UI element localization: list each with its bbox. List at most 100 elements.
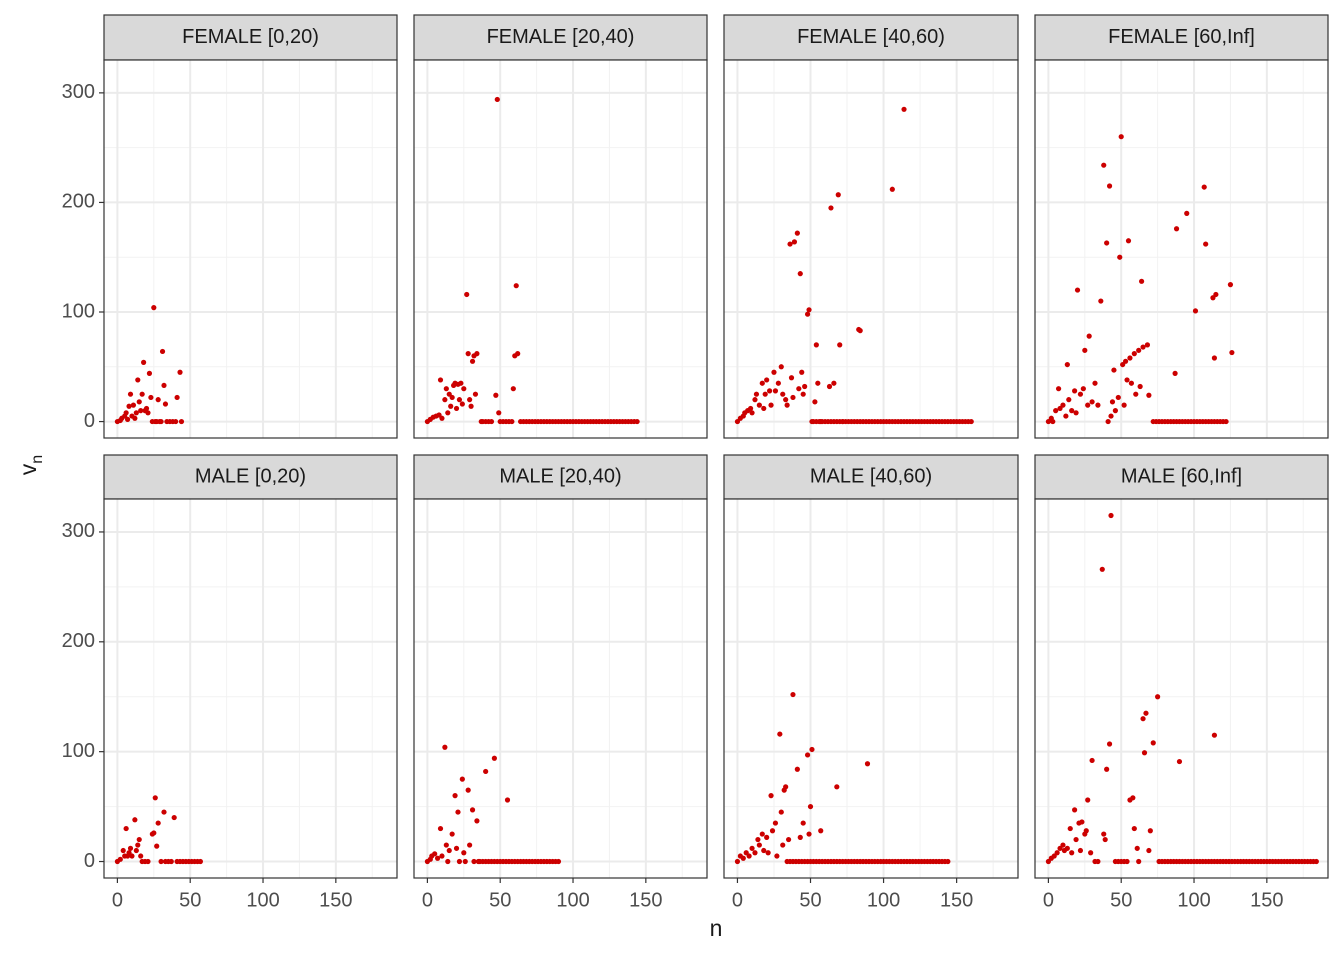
point [813,342,819,348]
point [753,391,760,397]
point [442,397,448,403]
point [812,399,818,405]
point [493,392,499,398]
point [778,364,784,370]
point [158,858,164,865]
x-tick-label: 50 [489,889,511,911]
point [799,369,805,375]
point [449,394,455,401]
point [740,855,746,861]
strip-label: FEMALE [40,60) [797,26,945,48]
point [123,410,129,416]
point [496,410,502,416]
point [1069,850,1075,856]
point [145,410,151,416]
point [1099,566,1105,572]
point [784,402,790,408]
panel-background [724,499,1018,878]
point [756,842,762,848]
point [1146,847,1152,854]
point [1077,391,1084,397]
point [448,403,454,409]
point [1067,825,1073,832]
point [1089,757,1095,764]
x-tick-label: 0 [422,889,433,911]
point [1176,758,1183,765]
point [1072,388,1078,394]
strip-label: FEMALE [60,Inf] [1108,26,1255,48]
point [1060,402,1066,408]
point [509,418,515,425]
point [826,383,833,390]
point [1131,825,1137,832]
point [469,358,476,364]
x-tick-label: 150 [1250,889,1283,911]
y-tick-label: 200 [62,191,95,213]
x-tick-label: 0 [1043,889,1054,911]
point [1079,819,1085,825]
point [143,405,150,412]
point [453,405,460,412]
panel-background [1035,60,1328,438]
point [772,820,779,826]
point [857,328,863,334]
point [129,853,135,859]
point [1117,254,1123,260]
point [152,795,158,801]
point [504,797,511,803]
strip [413,14,708,61]
x-tick-label: 100 [246,889,279,911]
x-tick-label: 0 [732,889,743,911]
point [145,858,151,865]
point [1140,716,1146,722]
point [459,401,465,407]
point [469,807,476,813]
point [1064,361,1070,368]
x-tick-label: 150 [940,889,973,911]
point [634,418,640,425]
point [794,230,800,236]
point [472,391,479,397]
point [806,307,812,313]
x-tick-label: 0 [112,889,123,911]
point [1095,858,1101,865]
point [445,410,451,416]
panel-border [1034,498,1329,879]
point [1102,836,1108,843]
point [151,830,157,836]
point [126,403,132,409]
point [174,394,180,401]
strip-label: MALE [60,Inf] [1121,465,1242,487]
point [901,106,907,112]
point [1121,402,1127,408]
point [804,311,811,317]
point [1055,386,1062,392]
point [148,394,154,401]
point [1063,413,1069,419]
point [790,394,796,401]
point [467,397,473,403]
point [1073,410,1079,416]
point [138,853,144,859]
point [136,399,142,405]
point [117,856,123,862]
point [759,831,765,837]
point [1064,845,1070,851]
point [809,746,815,753]
point [154,843,160,849]
point [837,342,843,348]
point [1125,238,1132,244]
point [1086,333,1092,339]
point [467,842,473,848]
point [800,820,806,826]
point [127,391,134,397]
point [787,241,793,247]
y-tick-label: 300 [62,81,95,103]
point [752,850,758,856]
point [802,383,808,390]
point [136,836,142,843]
point [749,845,755,851]
point [1101,831,1107,837]
